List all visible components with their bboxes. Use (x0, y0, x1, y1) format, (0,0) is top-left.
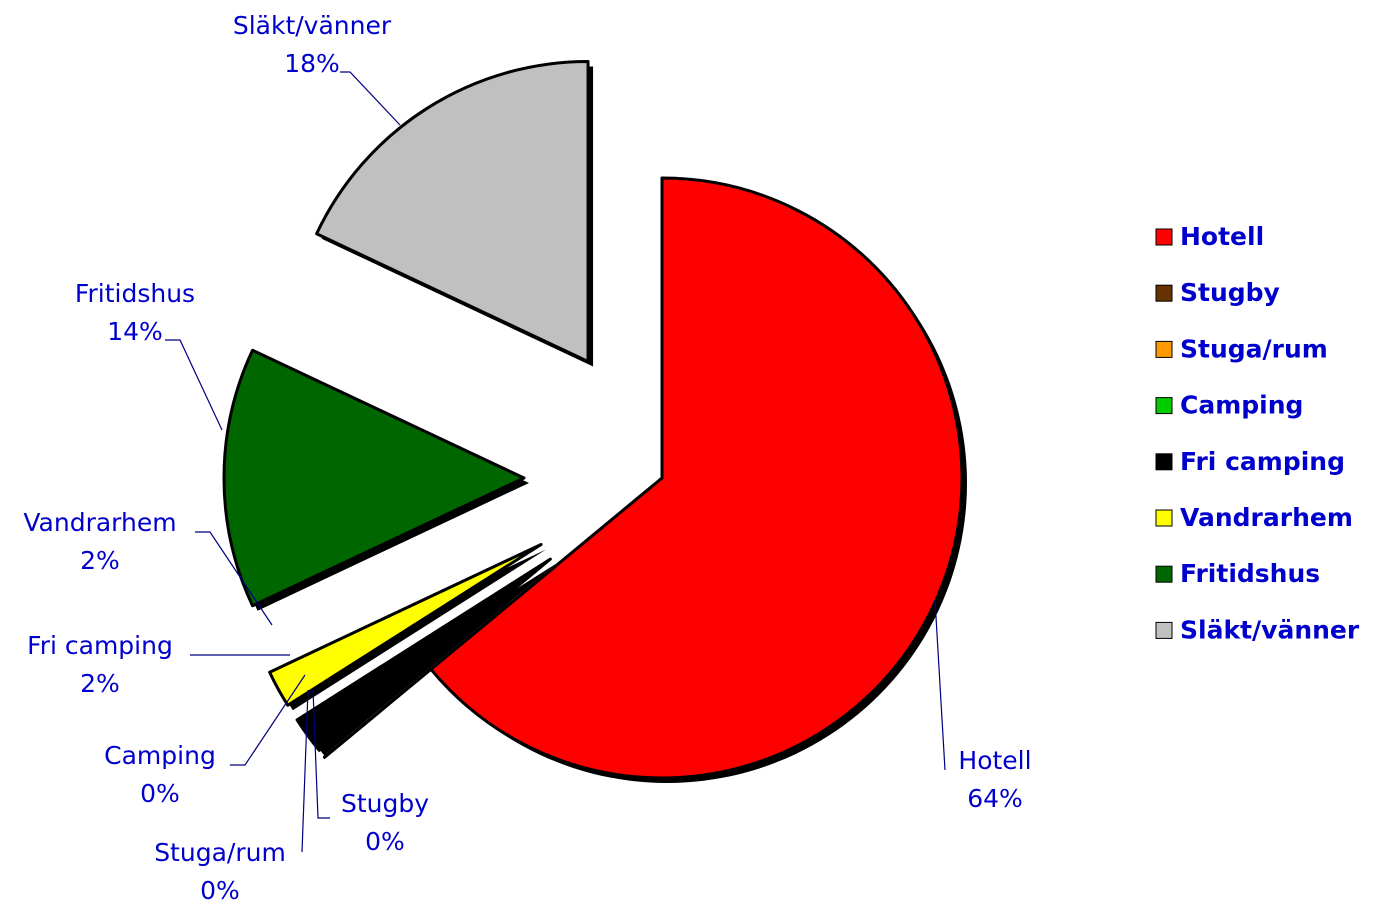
legend-label: Hotell (1180, 222, 1264, 251)
leader-line (195, 531, 273, 626)
legend-label: Vandrarhem (1180, 503, 1353, 532)
slice-label: Stuga/rum (154, 838, 286, 867)
slice-label: Stugby (341, 789, 429, 818)
legend-swatch (1155, 340, 1173, 358)
leader-line (934, 599, 946, 771)
legend-swatch (1155, 565, 1173, 583)
slice-value-label: 14% (107, 317, 163, 346)
slice-label: Fritidshus (75, 279, 195, 308)
slice-value-label: 0% (140, 779, 180, 808)
slice (323, 564, 558, 759)
leader-line (312, 689, 330, 819)
leader-line (340, 71, 401, 126)
legend-swatch (1155, 284, 1173, 302)
legend-swatch (1155, 228, 1173, 246)
legend-label: Fritidshus (1180, 559, 1320, 588)
slice-label: Släkt/vänner (233, 11, 392, 40)
slice-value-label: 2% (80, 669, 120, 698)
slice-value-label: 2% (80, 546, 120, 575)
slice-label: Fri camping (27, 631, 173, 660)
slice-label: Vandrarhem (23, 508, 176, 537)
legend-label: Stuga/rum (1180, 334, 1328, 363)
legend-label: Släkt/vänner (1180, 615, 1360, 644)
legend-label: Stugby (1180, 278, 1280, 307)
leader-line (230, 674, 306, 766)
legend-swatch (1155, 621, 1173, 639)
slice (222, 348, 526, 608)
slice (315, 59, 590, 363)
legend-swatch (1155, 509, 1173, 527)
leader-line (165, 339, 223, 431)
slice-value-label: 18% (284, 49, 340, 78)
legend-swatch (1155, 397, 1173, 415)
slice-value-label: 64% (967, 784, 1023, 813)
slice-value-label: 0% (365, 827, 405, 856)
slice-value-label: 0% (200, 876, 240, 900)
legend-label: Fri camping (1180, 447, 1345, 476)
legend-label: Camping (1180, 391, 1303, 420)
legend-swatch (1155, 453, 1173, 471)
leader-line (301, 689, 309, 853)
slice (429, 176, 964, 780)
slice (268, 542, 543, 707)
slice-label: Hotell (958, 746, 1031, 775)
slice-label: Camping (104, 741, 216, 770)
slice (295, 557, 552, 752)
